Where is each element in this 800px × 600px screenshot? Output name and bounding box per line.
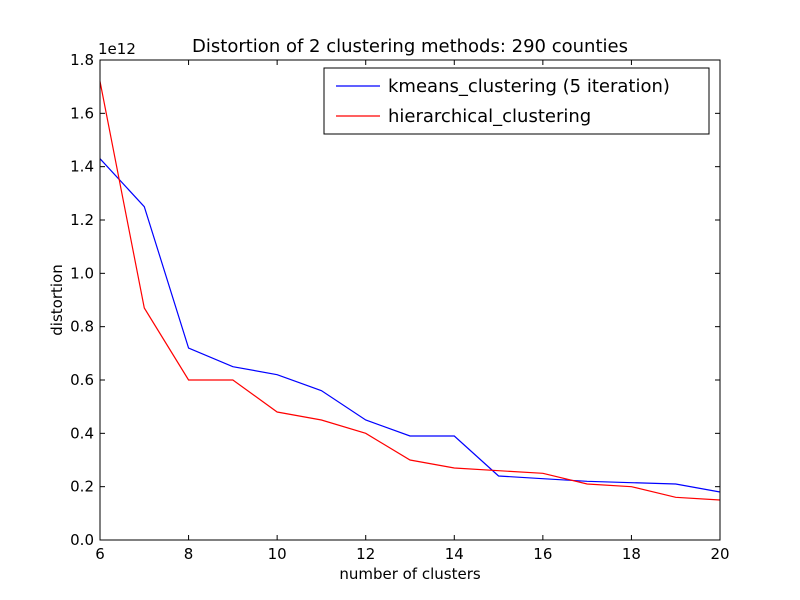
y-multiplier-label: 1e12 bbox=[98, 40, 136, 58]
y-tick-label: 1.2 bbox=[70, 211, 94, 229]
legend-label-0: kmeans_clustering (5 iteration) bbox=[388, 76, 670, 97]
x-tick-label: 20 bbox=[710, 545, 729, 563]
legend-label-1: hierarchical_clustering bbox=[388, 106, 591, 127]
x-axis-label: number of clusters bbox=[339, 565, 481, 583]
axes-frame bbox=[99, 59, 721, 541]
y-tick-label: 1.8 bbox=[70, 51, 94, 69]
y-tick-label: 1.6 bbox=[70, 104, 94, 122]
y-tick-label: 0.6 bbox=[70, 371, 94, 389]
x-tick-label: 14 bbox=[445, 545, 464, 563]
y-axis-label: distortion bbox=[48, 264, 66, 335]
series-line-0 bbox=[99, 158, 721, 493]
x-tick-label: 10 bbox=[268, 545, 287, 563]
y-tick-label: 1.0 bbox=[70, 264, 94, 282]
plot-area: 6 8 10 12 14 16 18 20 0.0 0.2 0.4 0.6 0.8 1.0 1.2 1.4 1.… bbox=[70, 51, 729, 563]
x-tick-label: 12 bbox=[356, 545, 375, 563]
x-tick-label: 18 bbox=[622, 545, 641, 563]
y-tick-label: 0.0 bbox=[70, 531, 94, 549]
y-tick-label: 0.8 bbox=[70, 318, 94, 336]
y-tick-label: 0.4 bbox=[70, 424, 94, 442]
chart-title: Distortion of 2 clustering methods: 290 … bbox=[192, 36, 628, 57]
x-tick-label: 16 bbox=[533, 545, 552, 563]
legend-box bbox=[323, 67, 710, 135]
y-tick-label: 1.4 bbox=[70, 158, 94, 176]
series-line-1 bbox=[99, 81, 721, 501]
x-tick-label: 6 bbox=[95, 545, 105, 563]
y-tick-label: 0.2 bbox=[70, 478, 94, 496]
x-tick-label: 8 bbox=[184, 545, 194, 563]
